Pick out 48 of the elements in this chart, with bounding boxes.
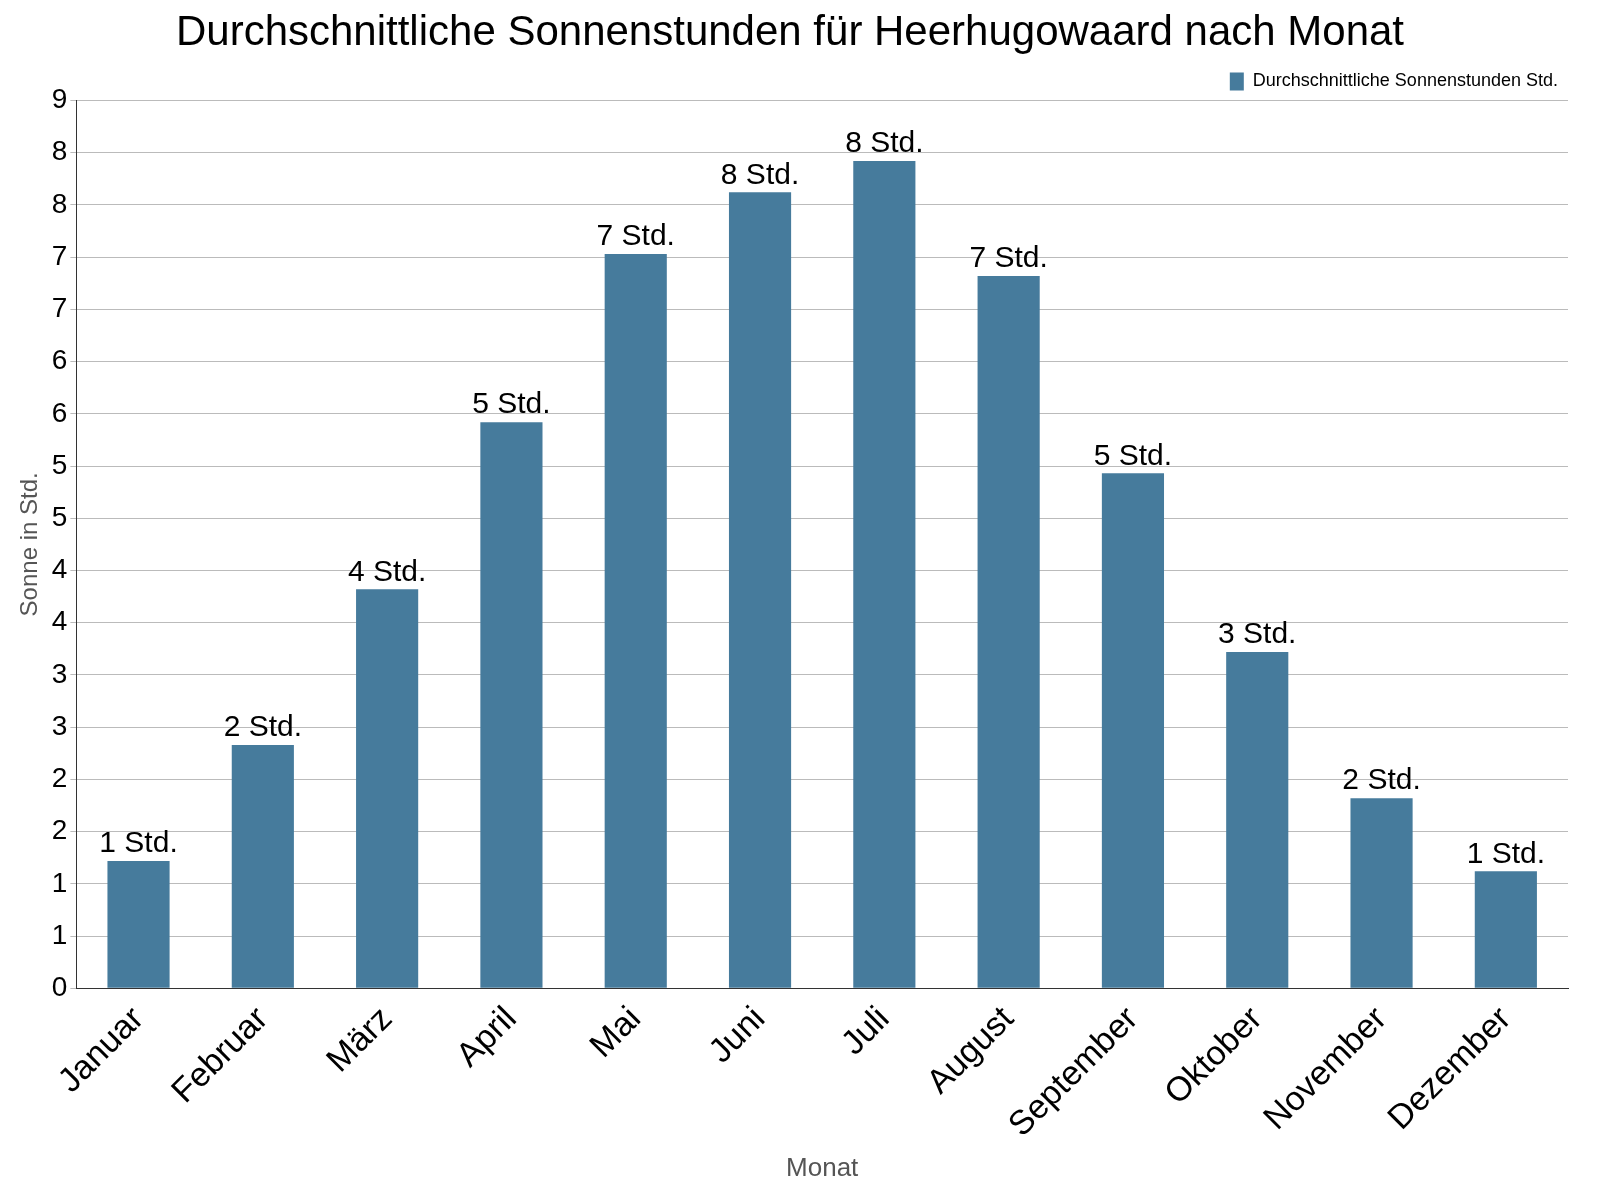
y-tick-label: 2: [51, 762, 68, 794]
data-label: 1 Std.: [99, 825, 178, 859]
y-tick-label: 0: [51, 971, 68, 1003]
y-tick-label: 4: [51, 605, 68, 637]
bar: [1101, 473, 1165, 988]
bar: [107, 860, 170, 988]
chart-title: Durchschnittliche Sonnenstunden für Heerhugowaard nach Monat: [175, 6, 1405, 54]
bar: [480, 422, 543, 988]
data-label: 8 Std.: [720, 156, 800, 190]
bar: [977, 275, 1040, 988]
y-tick-label: 5: [51, 500, 68, 532]
data-label: 4 Std.: [347, 553, 427, 587]
y-axis-title: Sonne in Std.: [15, 472, 43, 617]
data-label: 7 Std.: [969, 240, 1048, 274]
y-tick-label: 1: [51, 866, 68, 898]
y-tick-label: 2: [51, 814, 68, 846]
data-label: 2 Std.: [223, 709, 303, 743]
bar: [356, 589, 419, 988]
y-tick-label: 5: [51, 448, 68, 480]
y-tick-label: 8: [51, 187, 68, 219]
data-label: 8 Std.: [845, 125, 924, 159]
bar: [728, 192, 792, 988]
y-tick-label: 6: [51, 344, 68, 376]
y-tick-label: 3: [51, 657, 68, 689]
bar: [604, 253, 667, 988]
bar: [1226, 651, 1289, 988]
bar: [853, 160, 916, 988]
data-label: 7 Std.: [596, 218, 675, 252]
x-tick-label: Mai: [581, 998, 648, 1065]
y-tick-label: 7: [51, 292, 68, 324]
x-tick-label: Juli: [832, 998, 896, 1062]
data-label: 5 Std.: [472, 386, 551, 420]
y-tick-label: 1: [51, 918, 68, 950]
data-label: 5 Std.: [1093, 437, 1173, 471]
legend-label: Durchschnittliche Sonnenstunden Std.: [1252, 70, 1559, 91]
y-tick-label: 8: [51, 135, 68, 167]
data-label: 3 Std.: [1218, 616, 1297, 650]
x-axis-title: Monat: [786, 1151, 860, 1182]
bar: [231, 744, 294, 988]
bar: [1350, 798, 1413, 988]
y-tick-label: 7: [51, 239, 68, 271]
y-tick-label: 4: [51, 553, 68, 585]
data-label: 1 Std.: [1466, 835, 1546, 869]
y-tick-label: 3: [51, 709, 68, 741]
y-tick-label: 9: [51, 83, 68, 115]
data-label: 2 Std.: [1342, 762, 1421, 796]
y-tick-label: 6: [51, 396, 68, 428]
bar: [1474, 871, 1537, 988]
